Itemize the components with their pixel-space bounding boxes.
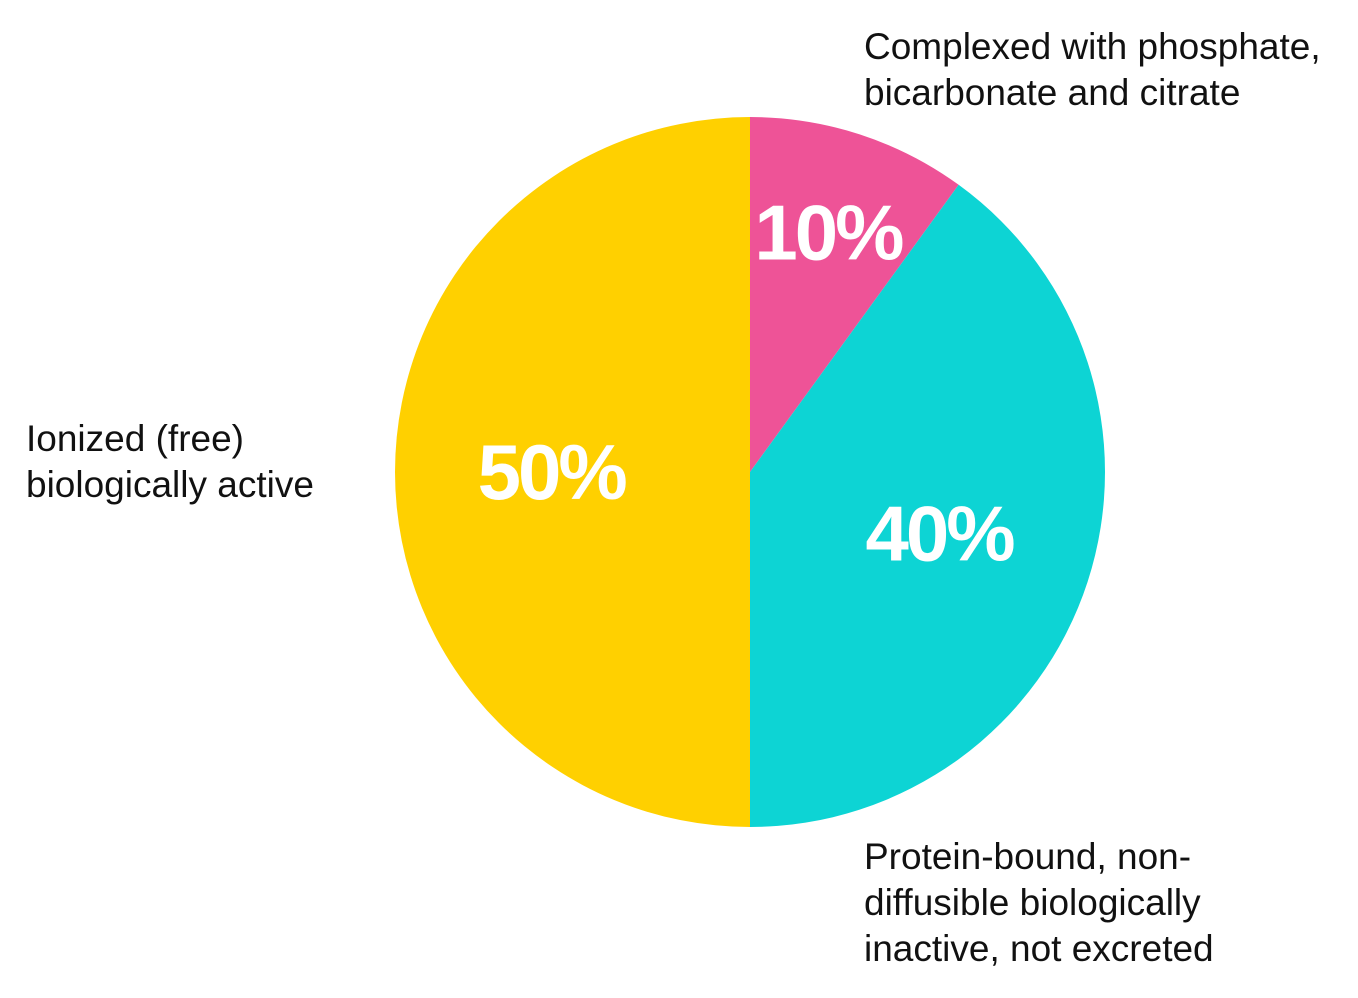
slice-label-2: 50% <box>478 428 627 516</box>
slice-label-1: 40% <box>866 489 1015 577</box>
pie-slice-2 <box>395 117 750 827</box>
callout-complexed: Complexed with phosphate, bicarbonate an… <box>864 26 1321 113</box>
callout-ionized: Ionized (free) biologically active <box>26 418 314 505</box>
pie-slice-0 <box>750 117 959 472</box>
slice-label-0: 10% <box>754 188 903 276</box>
pie-slices <box>395 117 1105 828</box>
pie-slice-labels: 10% 40% 50% <box>478 188 1018 577</box>
pie-slice-1 <box>750 184 1105 828</box>
callout-protein-bound: Protein-bound, non- diffusible biologica… <box>864 836 1214 969</box>
